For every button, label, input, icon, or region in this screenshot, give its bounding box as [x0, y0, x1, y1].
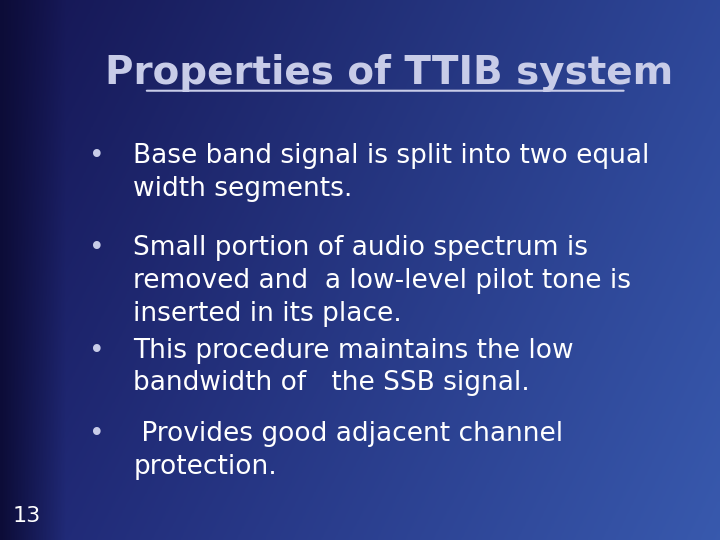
- Text: •: •: [89, 338, 105, 363]
- Text: This procedure maintains the low
bandwidth of   the SSB signal.: This procedure maintains the low bandwid…: [133, 338, 574, 396]
- Text: Small portion of audio spectrum is
removed and  a low-level pilot tone is
insert: Small portion of audio spectrum is remov…: [133, 235, 631, 327]
- Text: Provides good adjacent channel
protection.: Provides good adjacent channel protectio…: [133, 421, 563, 480]
- Text: •: •: [89, 143, 105, 169]
- Text: •: •: [89, 421, 105, 447]
- Text: •: •: [89, 235, 105, 261]
- Text: Properties of TTIB system: Properties of TTIB system: [104, 54, 673, 92]
- Text: 13: 13: [13, 507, 41, 526]
- Text: Base band signal is split into two equal
width segments.: Base band signal is split into two equal…: [133, 143, 649, 202]
